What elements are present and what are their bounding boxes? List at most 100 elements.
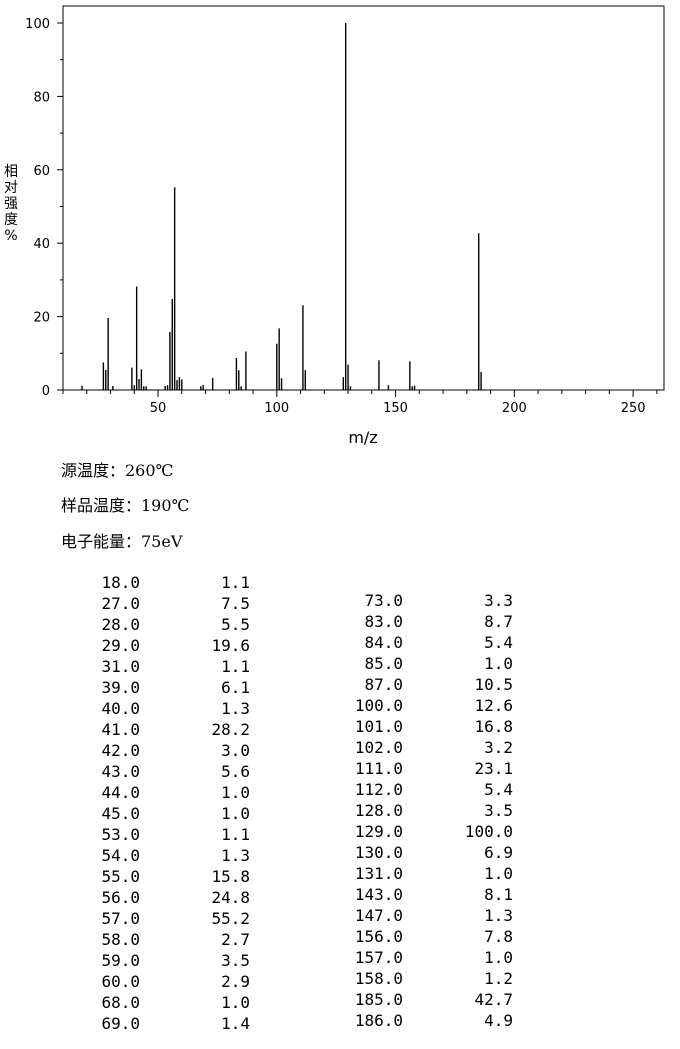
intensity-value: 7.5: [221, 594, 250, 613]
mz-value: 85.0: [364, 654, 403, 673]
table-row: 40.0 1.3: [0, 698, 250, 719]
mz-value: 59.0: [101, 951, 140, 970]
mz-value: 128.0: [354, 801, 403, 820]
mz-value: 84.0: [364, 633, 403, 652]
intensity-value: 12.6: [474, 696, 513, 715]
table-row: 131.0 1.0: [263, 863, 513, 884]
table-row: 157.0 1.0: [263, 947, 513, 968]
table-row: 84.0 5.4: [263, 632, 513, 653]
intensity-value: 1.4: [221, 1014, 250, 1033]
intensity-value: 3.2: [484, 738, 513, 757]
mz-value: 129.0: [354, 822, 403, 841]
table-row: 185.0 42.7: [263, 989, 513, 1010]
table-row: 56.0 24.8: [0, 887, 250, 908]
y-tick-label: 60: [33, 164, 50, 179]
y-tick-label: 80: [33, 90, 50, 105]
table-row: 73.0 3.3: [263, 590, 513, 611]
intensity-value: 3.5: [484, 801, 513, 820]
mz-value: 28.0: [101, 615, 140, 634]
table-row: 60.0 2.9: [0, 971, 250, 992]
intensity-value: 2.7: [221, 930, 250, 949]
mz-value: 157.0: [354, 948, 403, 967]
x-tick-label: 150: [383, 401, 408, 416]
intensity-value: 3.3: [484, 591, 513, 610]
table-row: 68.0 1.0: [0, 992, 250, 1013]
mz-value: 68.0: [101, 993, 140, 1012]
table-row: 57.0 55.2: [0, 908, 250, 929]
intensity-value: 5.4: [484, 633, 513, 652]
mass-spectrum-chart: 0 20 40 60 80 100 50 100 150 200 250 m/z: [25, 5, 665, 447]
table-row: 58.0 2.7: [0, 929, 250, 950]
peak-table-right: 73.0 3.3 83.0 8.7 84.0 5.4 85.0 1.0 87.0 10.5 100.…: [263, 590, 513, 1031]
y-axis-label-char: %: [4, 228, 18, 244]
intensity-value: 10.5: [474, 675, 513, 694]
mz-value: 87.0: [364, 675, 403, 694]
table-row: 143.0 8.1: [263, 884, 513, 905]
table-row: 130.0 6.9: [263, 842, 513, 863]
table-row: 186.0 4.9: [263, 1010, 513, 1031]
table-row: 42.0 3.0: [0, 740, 250, 761]
y-tick-label: 100: [25, 17, 50, 32]
intensity-value: 55.2: [211, 909, 250, 928]
mz-value: 185.0: [354, 990, 403, 1009]
mz-value: 131.0: [354, 864, 403, 883]
table-row: 112.0 5.4: [263, 779, 513, 800]
mz-value: 158.0: [354, 969, 403, 988]
table-row: 54.0 1.3: [0, 845, 250, 866]
peak-table-left: 18.0 1.1 27.0 7.5 28.0 5.5 29.0 19.6 31.0 1.1 39.0…: [0, 572, 250, 1034]
intensity-value: 7.8: [484, 927, 513, 946]
mz-value: 54.0: [101, 846, 140, 865]
mz-value: 186.0: [354, 1011, 403, 1030]
peak-bars: [81, 23, 482, 390]
table-row: 129.0 100.0: [263, 821, 513, 842]
intensity-value: 1.3: [221, 699, 250, 718]
mz-value: 60.0: [101, 972, 140, 991]
table-row: 31.0 1.1: [0, 656, 250, 677]
intensity-value: 3.5: [221, 951, 250, 970]
intensity-value: 2.9: [221, 972, 250, 991]
x-tick-label: 100: [264, 401, 289, 416]
intensity-value: 1.0: [484, 948, 513, 967]
y-axis-label-char: 相: [4, 164, 18, 180]
y-axis-ticks: 0 20 40 60 80 100: [25, 17, 63, 399]
y-axis-label: 相对强度%: [2, 164, 20, 244]
mz-value: 143.0: [354, 885, 403, 904]
mz-value: 156.0: [354, 927, 403, 946]
table-row: 27.0 7.5: [0, 593, 250, 614]
table-row: 45.0 1.0: [0, 803, 250, 824]
mz-value: 31.0: [101, 657, 140, 676]
table-row: 100.0 12.6: [263, 695, 513, 716]
mz-value: 100.0: [354, 696, 403, 715]
table-row: 128.0 3.5: [263, 800, 513, 821]
intensity-value: 4.9: [484, 1011, 513, 1030]
intensity-value: 6.1: [221, 678, 250, 697]
table-row: 102.0 3.2: [263, 737, 513, 758]
x-tick-label: 200: [502, 401, 527, 416]
intensity-value: 1.0: [221, 993, 250, 1012]
intensity-value: 8.1: [484, 885, 513, 904]
mz-value: 18.0: [101, 573, 140, 592]
mz-value: 41.0: [101, 720, 140, 739]
intensity-value: 42.7: [474, 990, 513, 1009]
intensity-value: 6.9: [484, 843, 513, 862]
mz-value: 58.0: [101, 930, 140, 949]
intensity-value: 5.4: [484, 780, 513, 799]
mz-value: 40.0: [101, 699, 140, 718]
mz-value: 55.0: [101, 867, 140, 886]
intensity-value: 1.0: [221, 783, 250, 802]
intensity-value: 28.2: [211, 720, 250, 739]
table-row: 53.0 1.1: [0, 824, 250, 845]
intensity-value: 24.8: [211, 888, 250, 907]
table-row: 83.0 8.7: [263, 611, 513, 632]
table-row: 156.0 7.8: [263, 926, 513, 947]
y-axis-label-char: 度: [4, 212, 18, 228]
y-tick-label: 20: [33, 311, 50, 326]
table-row: 41.0 28.2: [0, 719, 250, 740]
electron-energy: 电子能量：75eV: [61, 532, 183, 551]
intensity-value: 19.6: [211, 636, 250, 655]
x-axis-ticks: 50 100 150 200 250: [62, 390, 658, 416]
mz-value: 69.0: [101, 1014, 140, 1033]
table-row: 55.0 15.8: [0, 866, 250, 887]
table-row: 28.0 5.5: [0, 614, 250, 635]
intensity-value: 1.0: [221, 804, 250, 823]
